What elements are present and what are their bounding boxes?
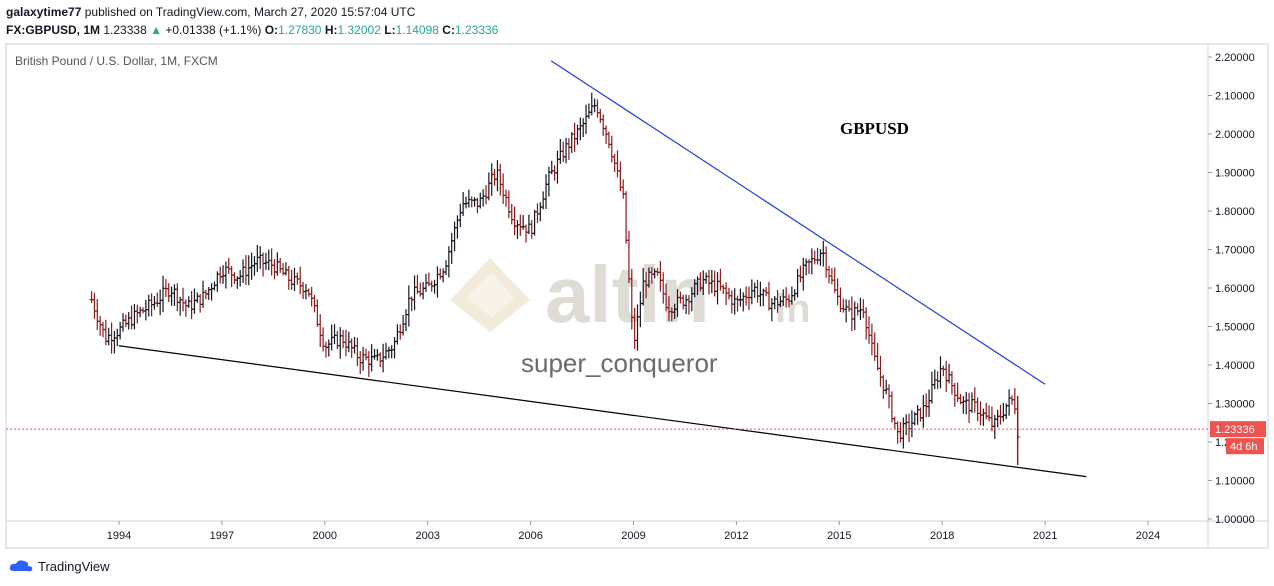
low-value: 1.14098 [395,23,439,37]
up-arrow-icon: ▲ [150,23,162,37]
y-tick-label: 1.90000 [1215,168,1255,180]
x-tick-label: 1994 [107,530,131,542]
publish-text: published on TradingView.com, March 27, … [84,5,416,19]
trendline-lower[interactable] [118,345,1087,478]
last-price-label: 1.23336 [1215,424,1255,436]
open-value: 1.27830 [278,23,322,37]
y-tick-label: 2.20000 [1215,52,1255,64]
watermark-brand-suffix: in [775,287,811,331]
tradingview-brand[interactable]: TradingView [38,558,110,574]
y-tick-label: 1.60000 [1215,283,1255,295]
watermark-author: super_conqueror [521,348,718,378]
tradingview-cloud-icon[interactable] [8,558,34,574]
y-tick-label: 1.00000 [1215,514,1255,526]
last-price-badge [1210,421,1266,438]
x-tick-label: 1997 [210,530,234,542]
publish-info: galaxytime77 published on TradingView.co… [6,5,415,19]
chart-frame [5,43,1269,549]
x-tick-label: 2015 [827,530,851,542]
chart-annotation: GBPUSD [840,119,909,138]
x-tick-label: 2021 [1033,530,1057,542]
y-tick-label: 1.10000 [1215,476,1255,488]
y-axis: 1.000001.100001.200001.300001.400001.500… [1208,52,1255,526]
footer: TradingView [8,558,110,574]
y-tick-label: 2.00000 [1215,129,1255,141]
chart-title: British Pound / U.S. Dollar, 1M, FXCM [15,54,218,68]
x-tick-label: 2006 [518,530,542,542]
last-price: 1.23338 [103,23,147,37]
high-label: H: [324,23,338,37]
close-value: 1.23336 [454,23,499,37]
y-tick-label: 1.50000 [1215,322,1255,334]
open-label: O: [264,23,279,37]
altin-logo-icon [450,258,530,332]
y-tick-label: 2.10000 [1215,91,1255,103]
countdown-badge [1226,438,1264,455]
price-change: +0.01338 (+1.1%) [165,23,262,37]
x-tick-label: 2009 [621,530,645,542]
x-tick-label: 2000 [313,530,337,542]
y-tick-label: 1.40000 [1215,360,1255,372]
x-tick-label: 2012 [724,530,748,542]
watermark: altin in super_conqueror [450,250,811,378]
y-tick-label: 1.80000 [1215,206,1255,218]
countdown-label: 4d 6h [1230,441,1258,453]
x-tick-label: 2018 [930,530,954,542]
ohlc-bars [89,92,1020,466]
high-value: 1.32002 [337,23,381,37]
symbol-label: FX:GBPUSD, 1M [6,23,101,37]
close-label: C: [442,23,455,37]
x-axis: 1994 1997 2000 2003 2006 2009 2012 2015 2018 2021… [107,521,1160,542]
low-label: L: [384,23,396,37]
trendlines [118,60,1087,478]
trendline-upper[interactable] [550,60,1046,385]
watermark-brand: altin [545,250,709,339]
x-tick-label: 2003 [415,530,439,542]
price-marker: 1.23336 4d 6h [6,421,1266,455]
y-tick-label: 1.30000 [1215,399,1255,411]
y-tick-label: 1.70000 [1215,245,1255,257]
x-tick-label: 2024 [1136,530,1160,542]
symbol-info: FX:GBPUSD, 1M 1.23338 ▲ +0.01338 (+1.1%)… [6,23,498,37]
publisher-username[interactable]: galaxytime77 [6,5,82,19]
